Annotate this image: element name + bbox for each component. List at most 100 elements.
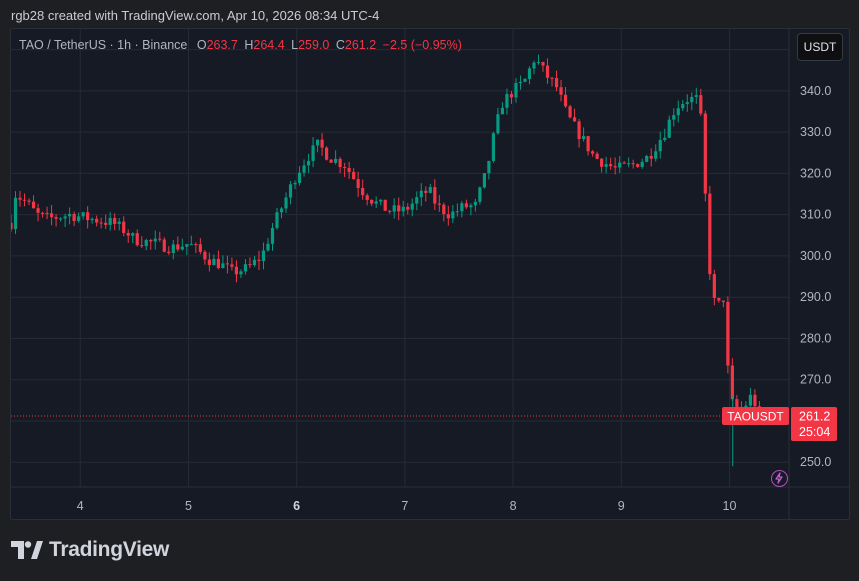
candle-body xyxy=(708,193,712,275)
candle-body xyxy=(284,197,288,209)
candle-body xyxy=(636,164,640,167)
candle-body xyxy=(554,78,559,88)
candle-body xyxy=(86,212,90,221)
candle-body xyxy=(279,208,284,213)
candle-body xyxy=(374,201,378,204)
price-tag xyxy=(791,407,837,442)
candle-body xyxy=(225,263,230,265)
candle-body xyxy=(153,238,157,242)
candle-body xyxy=(469,205,473,208)
x-tick-label: 4 xyxy=(77,499,84,513)
candle-body xyxy=(302,165,306,173)
candle-body xyxy=(681,104,685,109)
candle-body xyxy=(640,161,644,167)
candle-body xyxy=(36,208,40,213)
candle-body xyxy=(491,133,496,161)
candle-body xyxy=(460,203,464,212)
candle-body xyxy=(31,201,36,209)
candle-body xyxy=(185,244,189,247)
candle-body xyxy=(442,204,446,215)
candle-body xyxy=(685,102,689,105)
candle-body xyxy=(221,263,225,269)
candle-body xyxy=(478,187,482,202)
candle-body xyxy=(604,164,608,167)
candle-body xyxy=(18,197,22,200)
symbol-label: TAO / TetherUS · 1h · Binance xyxy=(19,38,188,52)
candle-body xyxy=(257,259,261,261)
candle-body xyxy=(581,136,586,140)
candle-body xyxy=(595,153,599,159)
candle-body xyxy=(293,182,297,185)
open-value: 263.7 xyxy=(206,38,238,52)
candle-body xyxy=(63,216,67,219)
candle-body xyxy=(45,213,49,215)
price-chart[interactable]: 250.0260.0270.0280.0290.0300.0310.0320.0… xyxy=(11,29,849,519)
candle-body xyxy=(631,163,635,165)
y-tick-label: 280.0 xyxy=(800,331,831,345)
y-tick-label: 290.0 xyxy=(800,290,831,304)
x-tick-label: 9 xyxy=(618,499,625,513)
candle-body xyxy=(717,298,721,301)
candle-body xyxy=(122,221,126,234)
high-label: H xyxy=(244,38,254,52)
candle-body xyxy=(95,218,99,223)
candle-body xyxy=(311,145,315,161)
candle-body xyxy=(586,136,590,152)
low-value: 259.0 xyxy=(298,38,330,52)
currency-button[interactable]: USDT xyxy=(797,33,843,61)
candle-body xyxy=(248,264,252,266)
candle-body xyxy=(216,258,220,269)
open-label: O xyxy=(196,38,207,52)
candle-body xyxy=(329,159,333,163)
candle-body xyxy=(365,195,369,200)
chart-panel[interactable]: 250.0260.0270.0280.0290.0300.0310.0320.0… xyxy=(10,28,850,520)
candle-body xyxy=(527,68,532,79)
candle-body xyxy=(297,172,302,183)
candle-body xyxy=(49,213,54,218)
candle-body xyxy=(334,158,338,163)
candle-body xyxy=(230,264,234,267)
candle-body xyxy=(22,199,27,201)
tradingview-logo-icon xyxy=(11,541,43,559)
candle-body xyxy=(392,205,396,212)
candle-body xyxy=(99,222,103,224)
candle-body xyxy=(600,158,604,167)
close-value: 261.2 xyxy=(344,38,377,52)
candle-body xyxy=(158,238,162,240)
y-tick-label: 270.0 xyxy=(800,373,831,387)
tradingview-logo: TradingView xyxy=(11,538,169,562)
candle-body xyxy=(735,399,739,409)
candle-body xyxy=(239,271,243,275)
candle-body xyxy=(609,164,613,167)
candle-body xyxy=(356,179,360,189)
candle-body xyxy=(352,171,356,180)
x-tick-label: 8 xyxy=(510,499,517,513)
candle-body xyxy=(325,147,329,160)
candle-body xyxy=(410,203,414,210)
candle-body xyxy=(379,199,383,202)
candle-body xyxy=(104,222,108,225)
candle-body xyxy=(144,240,148,247)
candle-body xyxy=(645,156,649,162)
candle-body xyxy=(428,187,432,193)
symbol-tag-label: TAOUSDT xyxy=(727,410,784,424)
candle-body xyxy=(649,156,653,159)
candle-body xyxy=(266,243,270,251)
candle-body xyxy=(437,203,441,205)
candle-body xyxy=(180,246,184,250)
candle-body xyxy=(690,96,694,103)
candle-body xyxy=(81,212,85,217)
lightning-icon[interactable] xyxy=(771,470,788,487)
candle-body xyxy=(518,81,523,84)
candle-body xyxy=(194,244,198,246)
candle-body xyxy=(320,139,324,148)
candle-body xyxy=(415,197,419,204)
low-label: L xyxy=(291,38,299,52)
chart-credit: rgb28 created with TradingView.com, Apr … xyxy=(11,8,380,23)
candle-body xyxy=(419,190,423,198)
candle-body xyxy=(343,167,347,169)
candle-body xyxy=(473,201,477,206)
candle-body xyxy=(275,212,279,229)
candle-body xyxy=(261,250,266,261)
candle-body xyxy=(487,160,491,174)
